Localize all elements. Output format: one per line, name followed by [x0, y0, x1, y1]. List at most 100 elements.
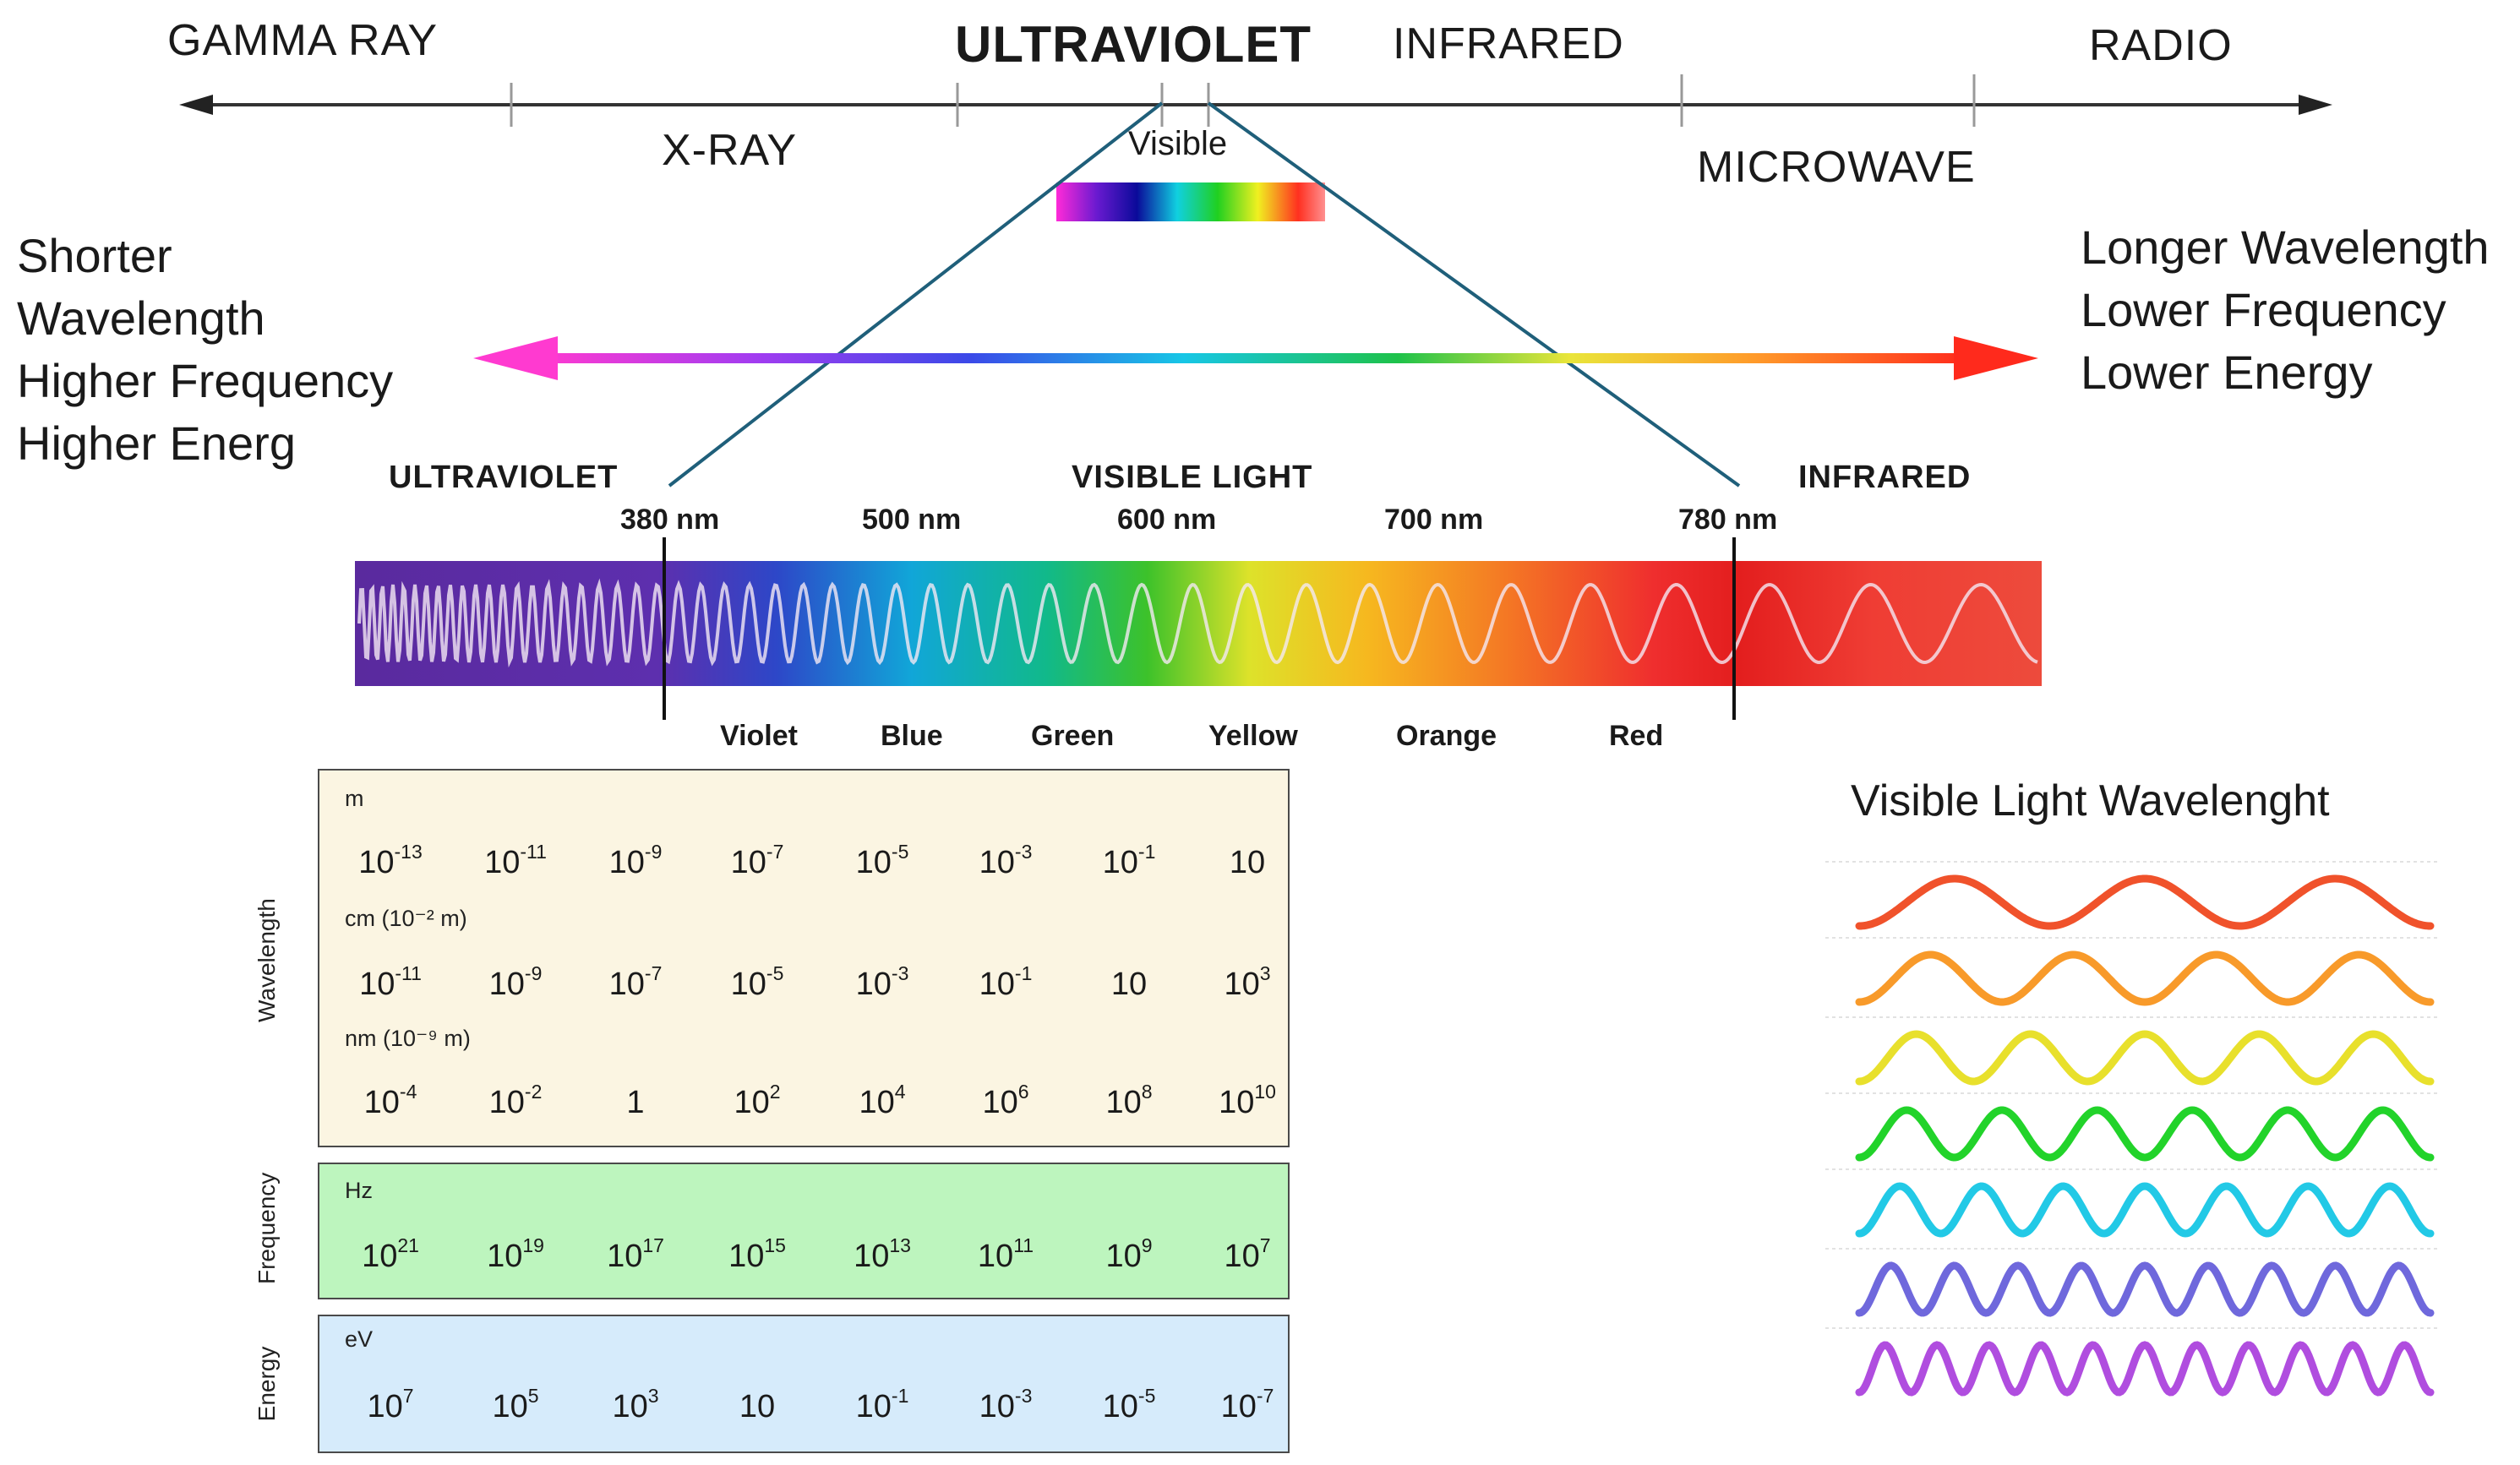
label-microwave: MICROWAVE [1697, 143, 1976, 192]
rainbow-left-arrowhead [473, 336, 558, 380]
visible-light-waves [1825, 861, 2439, 1397]
scale-tick-label: 10-1 [979, 962, 1033, 1002]
scale-tick-label: 102 [734, 1081, 781, 1120]
scale-tick-label: 10-9 [608, 841, 663, 880]
scale-tick-label: 103 [1224, 962, 1271, 1002]
scale-tick-label: 10-7 [608, 962, 663, 1002]
color-label-orange: Orange [1396, 720, 1497, 752]
scale-tick-label: 10 [1110, 967, 1148, 1002]
visible-wave [1855, 1341, 2435, 1397]
left-description: Shorter Wavelength Higher Frequency High… [17, 225, 393, 475]
color-label-yellow: Yellow [1208, 720, 1298, 752]
frequency-axis-label: Frequency [254, 1172, 280, 1284]
scale-unit-label: m [345, 786, 364, 811]
visible-wave [1855, 874, 2435, 930]
visible-wave [1855, 1261, 2435, 1317]
scale-tick-label: 109 [1105, 1234, 1153, 1274]
visible-wave [1855, 1030, 2435, 1086]
region-ultraviolet: ULTRAVIOLET [389, 460, 619, 495]
scale-tick-label: 1015 [728, 1234, 786, 1274]
scale-unit-label: cm (10⁻² m) [345, 906, 467, 931]
rainbow-direction-arrow [473, 336, 2038, 380]
scale-tick-label: 106 [982, 1081, 1029, 1120]
scale-tick-label: 10-3 [979, 841, 1033, 880]
scale-tick-label: 10-5 [855, 841, 909, 880]
mini-visible-spectrum [1056, 182, 1325, 221]
color-label-green: Green [1031, 720, 1115, 752]
scale-tick-label: 108 [1105, 1081, 1153, 1120]
zoom-connector-lines [668, 101, 1741, 487]
scale-tick-label: 10-7 [1220, 1385, 1274, 1424]
scale-tick-label: 105 [492, 1385, 539, 1424]
scale-tick-label: 1021 [362, 1234, 419, 1274]
scale-tick-label: 10-3 [979, 1385, 1033, 1424]
scale-tick-label: 1010 [1219, 1081, 1276, 1120]
wavelength-panel [318, 769, 1290, 1147]
right-line-1: Longer Wavelength [2081, 221, 2490, 274]
region-infrared: INFRARED [1798, 460, 1972, 495]
label-ultraviolet-top: ULTRAVIOLET [955, 16, 1312, 73]
scale-tick-label: 10-5 [1102, 1385, 1156, 1424]
scale-tick-label: 107 [367, 1385, 414, 1424]
rainbow-right-arrowhead [1954, 336, 2038, 380]
visible-wavelength-title: Visible Light Wavelenght [1851, 776, 2330, 825]
nm-label-600: 600 nm [1117, 504, 1217, 536]
left-line-3: Higher Frequency [17, 354, 394, 407]
scale-tick-label: 1011 [977, 1234, 1034, 1274]
scale-tick-label: 10-1 [1102, 841, 1156, 880]
axis-ticks [510, 74, 1976, 127]
scale-tick-label: 10-7 [730, 841, 784, 880]
right-line-3: Lower Energy [2081, 346, 2373, 399]
axis-right-arrowhead [2299, 95, 2332, 115]
wavelength-axis-label: Wavelength [254, 898, 280, 1022]
scale-tick-label: 10-4 [363, 1081, 417, 1120]
label-visible: Visible [1128, 125, 1228, 162]
scale-tick-label: 10-1 [855, 1385, 909, 1424]
scale-tick-label: 10-13 [358, 841, 423, 880]
visible-wave [1855, 1182, 2435, 1238]
color-label-blue: Blue [881, 720, 943, 752]
scale-tick-label: 1013 [854, 1234, 911, 1274]
color-label-red: Red [1609, 720, 1664, 752]
scale-tick-label: 104 [859, 1081, 906, 1120]
nm-label-780: 780 nm [1678, 504, 1778, 536]
scale-tick-label: 10-2 [488, 1081, 543, 1120]
nm-label-380: 380 nm [620, 504, 720, 536]
top-axis [179, 74, 2332, 127]
label-gamma-ray: GAMMA RAY [167, 16, 439, 65]
right-line-2: Lower Frequency [2081, 283, 2446, 336]
nm-label-700: 700 nm [1384, 504, 1484, 536]
scale-tick-label: 10 [739, 1389, 776, 1424]
nm-label-500: 500 nm [862, 504, 962, 536]
axis-left-arrowhead [179, 95, 213, 115]
scale-tick-label: 10-3 [855, 962, 909, 1002]
visible-wave [1855, 1106, 2435, 1162]
scale-tick-label: 10-5 [730, 962, 784, 1002]
scale-tick-label: 107 [1224, 1234, 1271, 1274]
scale-tick-label: 10 [1229, 845, 1266, 880]
scale-tick-label: 10-11 [359, 962, 422, 1002]
left-line-1: Shorter [17, 229, 172, 282]
scale-tick-label: 10-11 [484, 841, 547, 880]
left-line-2: Wavelength [17, 291, 265, 345]
energy-axis-label: Energy [254, 1346, 280, 1422]
region-visible-light: VISIBLE LIGHT [1072, 460, 1313, 495]
scale-tick-label: 10-9 [488, 962, 543, 1002]
visible-wave [1855, 950, 2435, 1006]
right-description: Longer Wavelength Lower Frequency Lower … [2081, 216, 2490, 404]
energy-panel [318, 1315, 1290, 1453]
scale-unit-label: Hz [345, 1178, 373, 1203]
scale-tick-label: 1017 [607, 1234, 664, 1274]
scale-tick-label: 103 [612, 1385, 659, 1424]
frequency-panel [318, 1163, 1290, 1299]
label-radio: RADIO [2089, 21, 2233, 70]
spectrum-band [355, 537, 2042, 720]
left-line-4: Higher Energ [17, 417, 296, 470]
scale-unit-label: eV [345, 1326, 374, 1352]
scale-tick-label: 1019 [487, 1234, 544, 1274]
label-infrared-top: INFRARED [1393, 19, 1624, 68]
color-label-violet: Violet [720, 720, 798, 752]
spectrum-wave [357, 578, 2038, 668]
label-x-ray: X-RAY [662, 126, 798, 175]
